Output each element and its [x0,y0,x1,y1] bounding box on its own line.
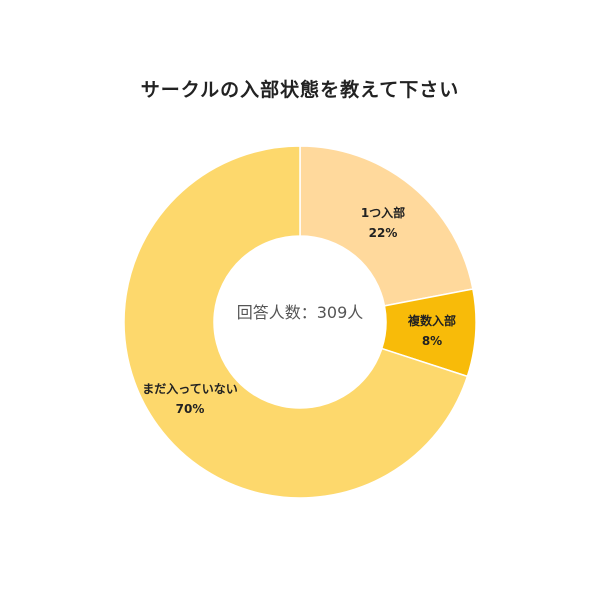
chart-title: サークルの入部状態を教えて下さい [140,79,460,101]
slice-1 [299,145,474,307]
donut-slices [123,145,477,499]
slice-percent-2: 8% [422,334,442,348]
slice-label-1: 1つ入部 [361,205,405,220]
slice-label-3: まだ入っていない [142,382,237,396]
slice-percent-1: 22% [369,226,398,240]
slice-3 [123,145,469,499]
center-label: 回答人数：309人 [237,303,364,322]
slice-percent-3: 70% [176,402,205,416]
slice-labels: 1つ入部 22% 複数入部 8% まだ入っていない 70% [142,205,456,416]
slice-label-2: 複数入部 [407,313,456,328]
